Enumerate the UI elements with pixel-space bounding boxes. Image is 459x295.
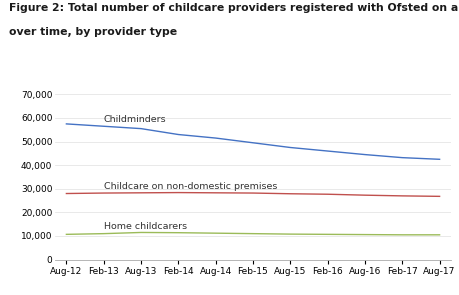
Text: Home childcarers: Home childcarers — [103, 222, 186, 231]
Text: Childminders: Childminders — [103, 115, 166, 124]
Text: over time, by provider type: over time, by provider type — [9, 27, 177, 37]
Text: Childcare on non-domestic premises: Childcare on non-domestic premises — [103, 182, 276, 191]
Text: Figure 2: Total number of childcare providers registered with Ofsted on any regi: Figure 2: Total number of childcare prov… — [9, 3, 459, 13]
